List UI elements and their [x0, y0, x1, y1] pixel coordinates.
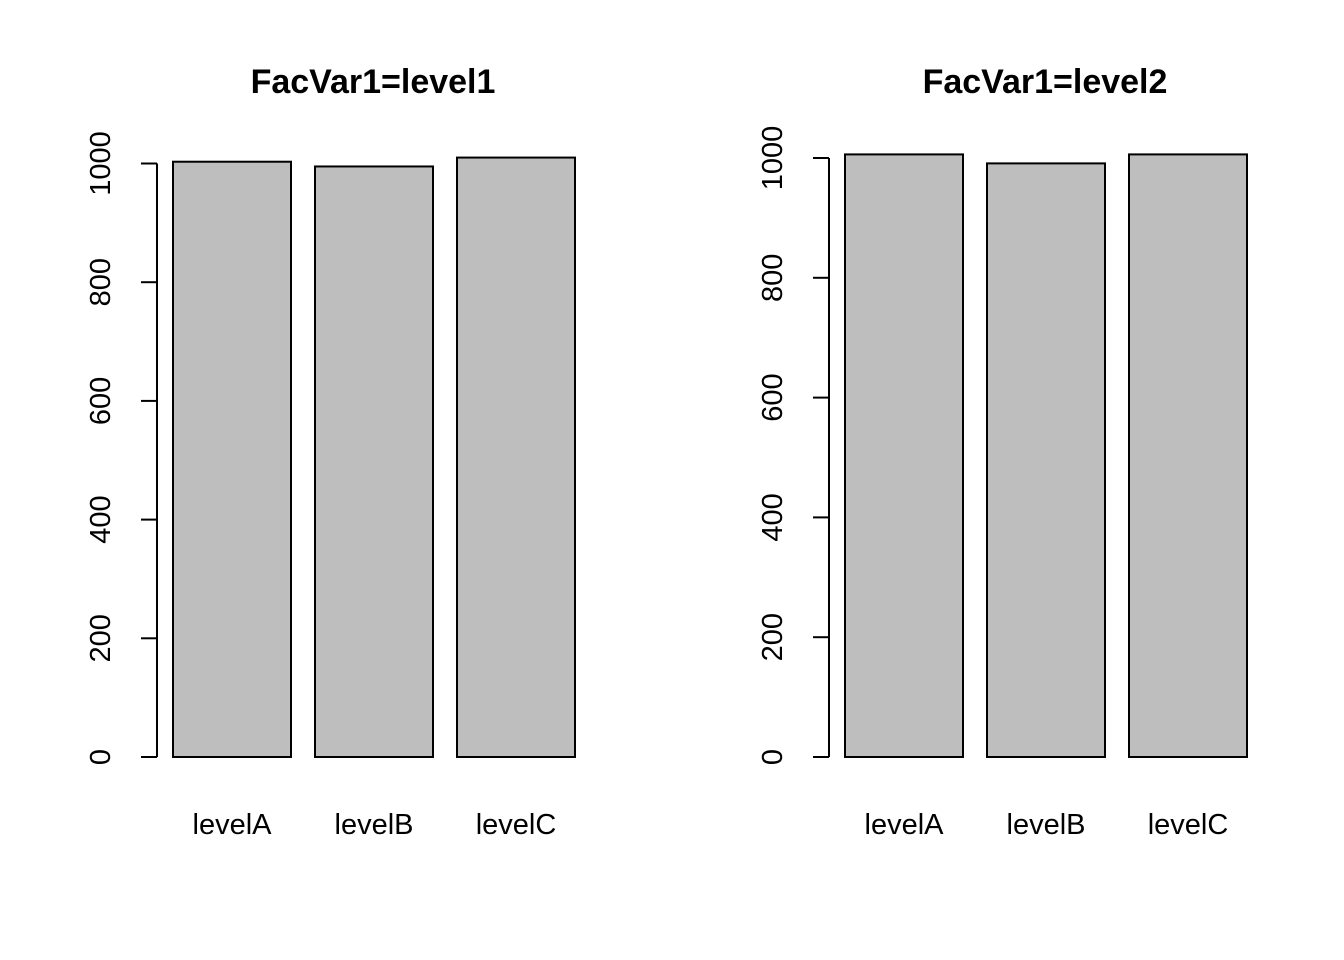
panel-level1: FacVar1=level1 0 200 400 600 800 1000 levelA le…	[85, 63, 576, 841]
x-category-label: levelA	[865, 809, 945, 841]
y-tick-label: 400	[85, 495, 117, 543]
bar-levelA	[172, 160, 292, 759]
x-category-label: levelC	[476, 809, 557, 841]
bar-levelB	[314, 165, 434, 758]
bar-levelB	[986, 162, 1106, 759]
y-tick-label: 800	[757, 254, 789, 302]
y-tick-label: 0	[85, 749, 117, 765]
y-tick-label: 800	[85, 258, 117, 306]
bar-levelC	[1128, 153, 1248, 758]
y-tick-label: 600	[85, 377, 117, 425]
y-tick-label: 600	[757, 373, 789, 421]
bar-levelA	[844, 153, 964, 758]
y-tick-label: 1000	[757, 126, 789, 191]
y-tick-label: 400	[757, 493, 789, 541]
x-category-label: levelB	[335, 809, 414, 841]
bar-levelC	[456, 156, 576, 758]
x-category-label: levelA	[193, 809, 273, 841]
y-tick-label: 1000	[85, 131, 117, 196]
panel-title: FacVar1=level1	[251, 63, 496, 101]
panel-level2: FacVar1=level2 0 200 400 600 800 1000 levelA le…	[757, 63, 1248, 841]
x-category-label: levelB	[1007, 809, 1086, 841]
y-tick-label: 0	[757, 749, 789, 765]
y-tick-label: 200	[757, 613, 789, 661]
panel-title: FacVar1=level2	[923, 63, 1168, 101]
x-category-label: levelC	[1148, 809, 1229, 841]
y-tick-label: 200	[85, 614, 117, 662]
